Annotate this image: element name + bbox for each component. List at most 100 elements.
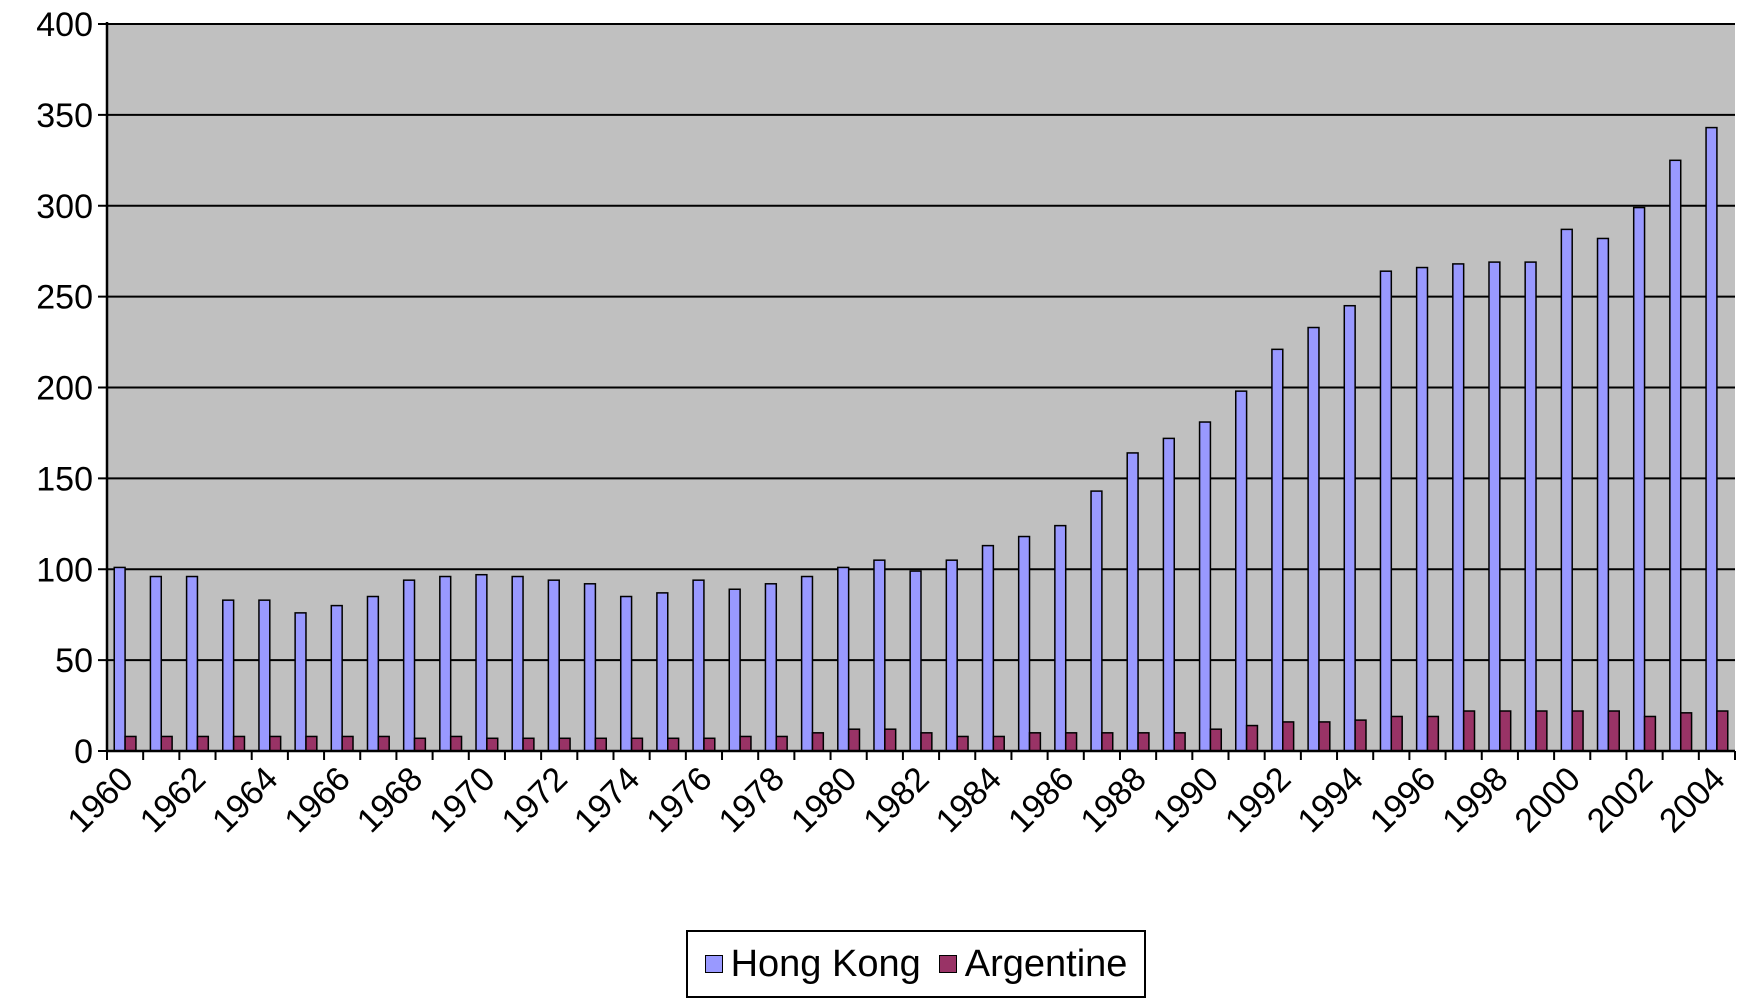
bar-hong-kong-2000 (1560, 228, 1573, 752)
bar-hong-kong-1998 (1488, 261, 1501, 752)
bar-hong-kong-1982 (909, 570, 922, 752)
legend-swatch-argentine (938, 955, 957, 973)
bar-argentine-1979 (811, 732, 825, 752)
bar-hong-kong-1981 (873, 559, 886, 752)
bar-argentine-1988 (1137, 732, 1150, 752)
bar-hong-kong-2004 (1705, 126, 1718, 752)
x-tick-label-1974: 1974 (567, 760, 647, 840)
bar-hong-kong-1983 (945, 559, 958, 752)
bar-argentine-2000 (1571, 710, 1584, 752)
bar-hong-kong-1994 (1343, 304, 1356, 752)
bar-hong-kong-1964 (258, 599, 271, 752)
y-tick-label-50: 50 (55, 642, 93, 680)
x-tick-label-1990: 1990 (1146, 760, 1226, 840)
bar-hong-kong-1999 (1524, 261, 1537, 752)
bar-hong-kong-1974 (619, 595, 633, 752)
bar-argentine-1978 (775, 735, 788, 752)
bar-argentine-1990 (1209, 728, 1223, 752)
bar-argentine-1998 (1499, 710, 1512, 752)
bar-argentine-1981 (884, 728, 897, 752)
bar-hong-kong-2001 (1596, 237, 1610, 752)
bar-argentine-1971 (522, 737, 535, 752)
y-tick-label-150: 150 (36, 460, 93, 498)
bar-argentine-1961 (160, 735, 173, 752)
bar-argentine-1985 (1028, 732, 1042, 752)
bar-hong-kong-1970 (475, 573, 488, 752)
bar-argentine-1975 (667, 737, 680, 752)
x-tick-label-1978: 1978 (712, 760, 792, 840)
legend: Hong Kong Argentine (686, 930, 1146, 998)
bar-hong-kong-1972 (547, 579, 560, 752)
bar-argentine-1977 (739, 735, 752, 752)
bar-hong-kong-1960 (113, 566, 126, 752)
x-tick-label-2004: 2004 (1652, 760, 1732, 840)
bar-argentine-1965 (305, 735, 318, 752)
bar-hong-kong-1986 (1054, 524, 1067, 752)
x-tick-label-1972: 1972 (495, 760, 575, 840)
bar-argentine-1964 (269, 735, 282, 752)
bar-argentine-1968 (413, 737, 427, 752)
bar-argentine-1973 (594, 737, 608, 752)
bar-hong-kong-1984 (981, 544, 995, 752)
y-tick-label-400: 400 (36, 6, 93, 44)
x-tick-label-1968: 1968 (350, 760, 430, 840)
bar-hong-kong-1976 (692, 579, 705, 752)
bar-hong-kong-1985 (1017, 535, 1031, 752)
bar-argentine-1997 (1462, 710, 1476, 752)
bar-argentine-1969 (449, 735, 463, 752)
bar-hong-kong-1973 (583, 583, 597, 752)
x-tick-label-1988: 1988 (1073, 760, 1153, 840)
bar-hong-kong-1977 (728, 588, 741, 752)
bar-hong-kong-1971 (511, 575, 524, 752)
bar-hong-kong-1978 (764, 583, 778, 752)
bar-hong-kong-1967 (366, 595, 380, 752)
x-tick-label-1970: 1970 (422, 760, 502, 840)
y-tick-label-300: 300 (36, 188, 93, 226)
bar-argentine-2004 (1716, 710, 1729, 752)
x-tick-label-1960: 1960 (60, 760, 140, 840)
x-tick-label-1980: 1980 (784, 760, 864, 840)
bar-hong-kong-1969 (439, 575, 452, 752)
bar-hong-kong-1979 (800, 575, 814, 752)
bar-argentine-1999 (1535, 710, 1548, 752)
bar-argentine-1962 (196, 735, 210, 752)
x-tick-label-2000: 2000 (1508, 760, 1588, 840)
legend-item-argentine: Argentine (938, 942, 1128, 986)
bar-hong-kong-1989 (1162, 437, 1175, 752)
bar-hong-kong-1975 (656, 592, 669, 752)
x-tick-label-1998: 1998 (1435, 760, 1515, 840)
bar-argentine-1984 (992, 735, 1005, 752)
legend-label-argentine: Argentine (964, 942, 1128, 985)
bar-hong-kong-1961 (149, 575, 163, 752)
legend-swatch-hong-kong (704, 955, 723, 973)
bar-argentine-2002 (1643, 715, 1657, 752)
bar-argentine-1982 (920, 732, 933, 752)
bar-argentine-1995 (1390, 715, 1403, 752)
bar-hong-kong-1968 (402, 579, 416, 752)
y-tick-label-250: 250 (36, 279, 93, 317)
bars (113, 126, 1729, 752)
y-tick-labels: 0 50 100 150 200 250 300 350 400 (36, 6, 93, 771)
bar-hong-kong-1995 (1379, 270, 1393, 752)
x-tick-label-1984: 1984 (929, 760, 1009, 840)
x-tick-label-1996: 1996 (1363, 760, 1443, 840)
bar-hong-kong-1997 (1452, 263, 1465, 752)
bar-hong-kong-1962 (185, 575, 199, 752)
x-tick-labels: 1960196219641966196819701972197419761978… (60, 760, 1732, 840)
bar-argentine-1996 (1426, 715, 1440, 752)
x-tick-label-1992: 1992 (1218, 760, 1298, 840)
bar-argentine-1994 (1354, 719, 1367, 752)
x-tick-label-1994: 1994 (1290, 760, 1370, 840)
bar-hong-kong-2003 (1669, 159, 1682, 752)
bar-argentine-1989 (1173, 732, 1186, 752)
bar-argentine-1992 (1282, 721, 1295, 752)
bar-hong-kong-1965 (294, 612, 307, 752)
legend-label-hong-kong: Hong Kong (730, 942, 921, 985)
bar-argentine-1974 (630, 737, 644, 752)
y-tick-label-0: 0 (74, 733, 93, 771)
bar-hong-kong-1987 (1090, 490, 1103, 752)
legend-item-hong-kong: Hong Kong (704, 942, 921, 986)
bar-argentine-2003 (1679, 712, 1693, 752)
